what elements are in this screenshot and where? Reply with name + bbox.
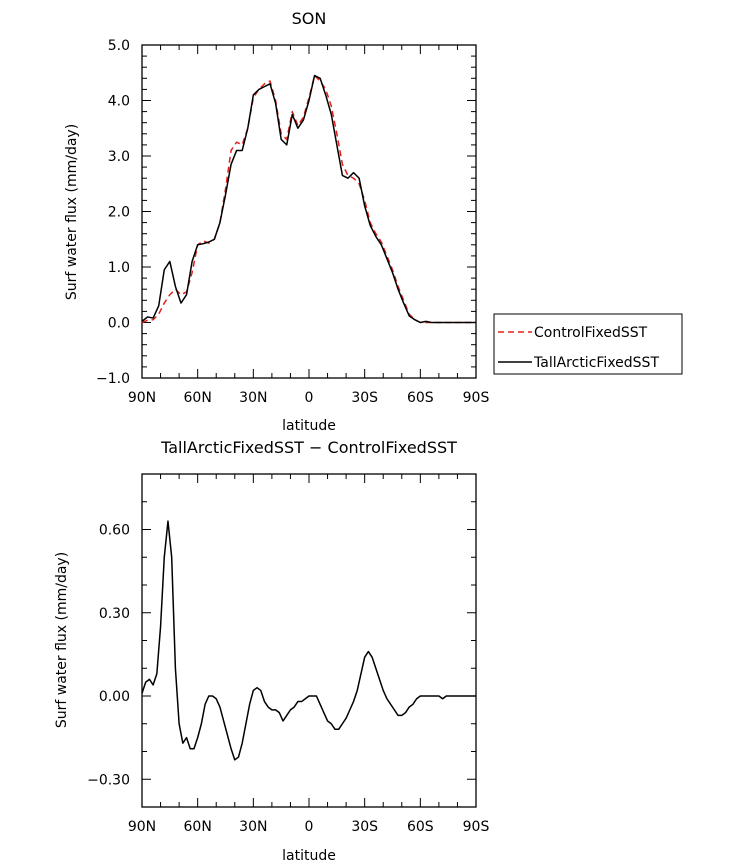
controlfixedsst-series-line <box>141 74 476 324</box>
y-tick-label: 4.0 <box>108 94 130 110</box>
bottom-series-lines <box>141 520 476 761</box>
bottom-chart-title: TallArcticFixedSST − ControlFixedSST <box>160 438 457 457</box>
x-tick-label: 90S <box>463 819 490 835</box>
y-tick-label: 0.00 <box>99 689 130 705</box>
top-series-lines <box>141 74 476 324</box>
legend-box <box>493 313 683 375</box>
difference-series-line <box>141 520 476 761</box>
y-tick-label: −1.0 <box>96 371 130 387</box>
bottom-x-axis-label: latitude <box>282 848 336 864</box>
bottom-axis-ticks <box>141 473 477 808</box>
x-tick-label: 90S <box>463 390 490 406</box>
top-x-tick-labels: 90N 60N 30N 0 30S 60S 90S <box>128 390 490 406</box>
bottom-plot-frame <box>141 473 477 808</box>
x-tick-label: 60S <box>407 390 434 406</box>
bottom-x-tick-labels: 90N 60N 30N 0 30S 60S 90S <box>128 819 490 835</box>
bottom-panel: TallArcticFixedSST − ControlFixedSST 0.6… <box>54 438 489 864</box>
x-tick-label: 0 <box>305 819 314 835</box>
x-tick-label: 30S <box>351 390 378 406</box>
top-x-axis-label: latitude <box>282 418 336 434</box>
legend-label-control: ControlFixedSST <box>534 325 648 341</box>
x-tick-label: 60S <box>407 819 434 835</box>
x-tick-label: 90N <box>128 390 156 406</box>
y-tick-label: 0.30 <box>99 606 130 622</box>
bottom-y-axis-label: Surf water flux (mm/day) <box>54 552 70 728</box>
top-chart-title: SON <box>292 9 327 28</box>
y-tick-label: 0.0 <box>108 316 130 332</box>
legend: ControlFixedSST TallArcticFixedSST <box>493 313 683 375</box>
x-tick-label: 30N <box>239 819 267 835</box>
y-tick-label: 0.60 <box>99 523 130 539</box>
top-plot-frame <box>141 44 477 379</box>
top-axis-ticks <box>141 44 477 379</box>
bottom-y-tick-labels: 0.60 0.30 0.00 −0.30 <box>87 523 130 789</box>
top-panel: SON 5.0 4.0 3.0 2.0 1.0 0.0 −1.0 90N 60N 30N 0 30S… <box>64 9 683 434</box>
top-y-tick-labels: 5.0 4.0 3.0 2.0 1.0 0.0 −1.0 <box>96 38 130 387</box>
x-tick-label: 60N <box>184 390 212 406</box>
y-tick-label: 2.0 <box>108 205 130 221</box>
x-tick-label: 60N <box>184 819 212 835</box>
top-y-axis-label: Surf water flux (mm/day) <box>64 124 80 300</box>
y-tick-label: −0.30 <box>87 772 130 788</box>
x-tick-label: 0 <box>305 390 314 406</box>
y-tick-label: 5.0 <box>108 38 130 54</box>
y-tick-label: 1.0 <box>108 260 130 276</box>
x-tick-label: 30S <box>351 819 378 835</box>
x-tick-label: 90N <box>128 819 156 835</box>
legend-label-tallarctic: TallArcticFixedSST <box>533 355 659 371</box>
y-tick-label: 3.0 <box>108 149 130 165</box>
x-tick-label: 30N <box>239 390 267 406</box>
tallarcticfixedsst-series-line <box>141 74 476 324</box>
